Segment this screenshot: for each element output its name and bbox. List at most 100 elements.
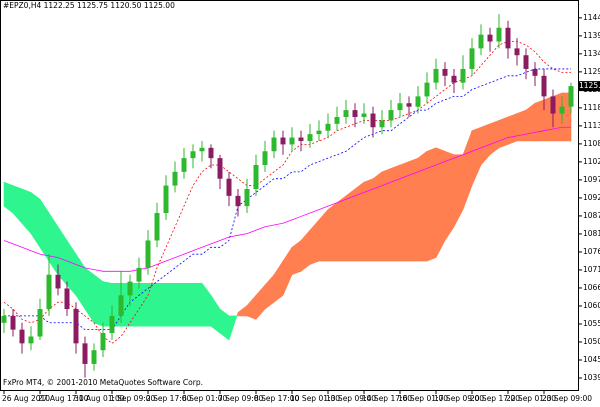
candle-body [46, 274, 52, 310]
y-tick-label: 1039.90 [583, 373, 600, 382]
candle-body [334, 116, 340, 124]
y-tick-label: 1081.90 [583, 229, 600, 238]
candle-body [514, 48, 520, 56]
candle-body [388, 110, 394, 121]
candle-body [433, 68, 439, 83]
y-tick-label: 1066.15 [583, 283, 600, 292]
cloud-segment [93, 274, 104, 327]
x-tick-label: 20 Sep 17:00 [470, 394, 520, 403]
candle-body [64, 288, 70, 310]
y-tick-label: 1087.15 [583, 211, 600, 220]
x-tick-label: 10 Sep 01:00 [290, 394, 340, 403]
chart-title: #EPZ0,H4 1122.25 1125.75 1120.50 1125.00 [3, 1, 175, 10]
frame [0, 0, 579, 391]
y-tick-label: 1113.40 [583, 121, 600, 130]
x-tick-label: 22 Sep 01:00 [506, 394, 556, 403]
candle-body [478, 34, 484, 49]
candle-body [523, 55, 529, 69]
y-tick-label: 1092.40 [583, 193, 600, 202]
y-tick-label: 1134.40 [583, 49, 600, 58]
candle-body [10, 315, 16, 330]
cloud-segment [192, 283, 203, 327]
candle-body [280, 137, 286, 145]
candle-body [100, 333, 106, 351]
x-tick-label: 26 Aug 2010 [2, 394, 50, 403]
candle-body [487, 34, 493, 42]
candle-body [397, 103, 403, 111]
cloud-segment [444, 150, 455, 242]
candle-body [172, 171, 178, 186]
cloud-segment [417, 150, 428, 262]
candle-body [451, 75, 457, 83]
cloud-segment [165, 283, 176, 327]
candle-body [550, 96, 556, 114]
candle-body [361, 113, 367, 117]
cloud-segment [174, 283, 185, 327]
cloud-segment [147, 283, 158, 327]
x-tick-label: 13 Sep 09:00 [326, 394, 376, 403]
candle-body [73, 309, 79, 344]
cloud-segment [498, 116, 509, 149]
candle-body [298, 137, 304, 141]
candle-body [379, 120, 385, 128]
candle-body [532, 68, 538, 76]
y-tick-label: 1050.40 [583, 337, 600, 346]
cloud-segment [327, 202, 338, 262]
candle-body [496, 27, 502, 42]
candle-body [127, 281, 133, 296]
candle-body [253, 164, 259, 189]
indicator-line [4, 68, 571, 331]
x-tick-label: 17 Sep 09:00 [434, 394, 484, 403]
candle-body [190, 151, 196, 159]
y-tick-label: 1097.65 [583, 175, 600, 184]
x-tick-label: 7 Sep 09:00 [218, 394, 264, 403]
y-tick-label: 1144.90 [583, 13, 600, 22]
candle-body [136, 267, 142, 282]
cloud-segment [345, 188, 356, 262]
indicator-line [3, 41, 571, 344]
candle-body [37, 309, 43, 337]
candle-body [91, 350, 97, 364]
candle-body [109, 315, 115, 334]
candle-body [163, 185, 169, 214]
candle-body [424, 82, 430, 97]
candle-body [289, 137, 295, 145]
candle-body [352, 110, 358, 117]
cloud-segment [156, 283, 167, 327]
candle-body [271, 137, 277, 152]
candle-body [262, 151, 268, 165]
candle-body [118, 295, 124, 316]
candle-body [541, 75, 547, 97]
y-tick-label: 1108.15 [583, 139, 600, 148]
x-tick-label: 2 Sep 17:00 [146, 394, 192, 403]
indicator-line [3, 126, 571, 272]
candle-body [154, 213, 160, 241]
candle-body [244, 188, 250, 207]
candle-body [415, 96, 421, 107]
candle-body [442, 68, 448, 76]
cloud-segment [525, 102, 536, 142]
y-tick-label: 1129.15 [583, 67, 600, 76]
candle-body [460, 68, 466, 83]
cloud-segment [426, 147, 437, 262]
x-tick-label: 31 Aug 01:00 [74, 394, 125, 403]
candle-body [208, 147, 214, 159]
y-tick-label: 1060.90 [583, 301, 600, 310]
x-tick-label: 16 Sep 01:00 [398, 394, 448, 403]
x-tick-label: 23 Sep 09:00 [542, 394, 592, 403]
x-tick-label: 6 Sep 01:00 [182, 394, 228, 403]
candle-body [343, 110, 349, 117]
last-price-label: 1125.00 [579, 81, 600, 90]
candle-body [370, 113, 376, 128]
x-tick-label: 8 Sep 17:00 [254, 394, 300, 403]
candle-body [406, 103, 412, 107]
cloud-segment [336, 195, 347, 262]
candle-body [568, 86, 574, 107]
last-price-box [578, 81, 600, 92]
candle-body [145, 240, 151, 268]
candle-body [181, 158, 187, 172]
y-tick-label: 1045.15 [583, 355, 600, 364]
